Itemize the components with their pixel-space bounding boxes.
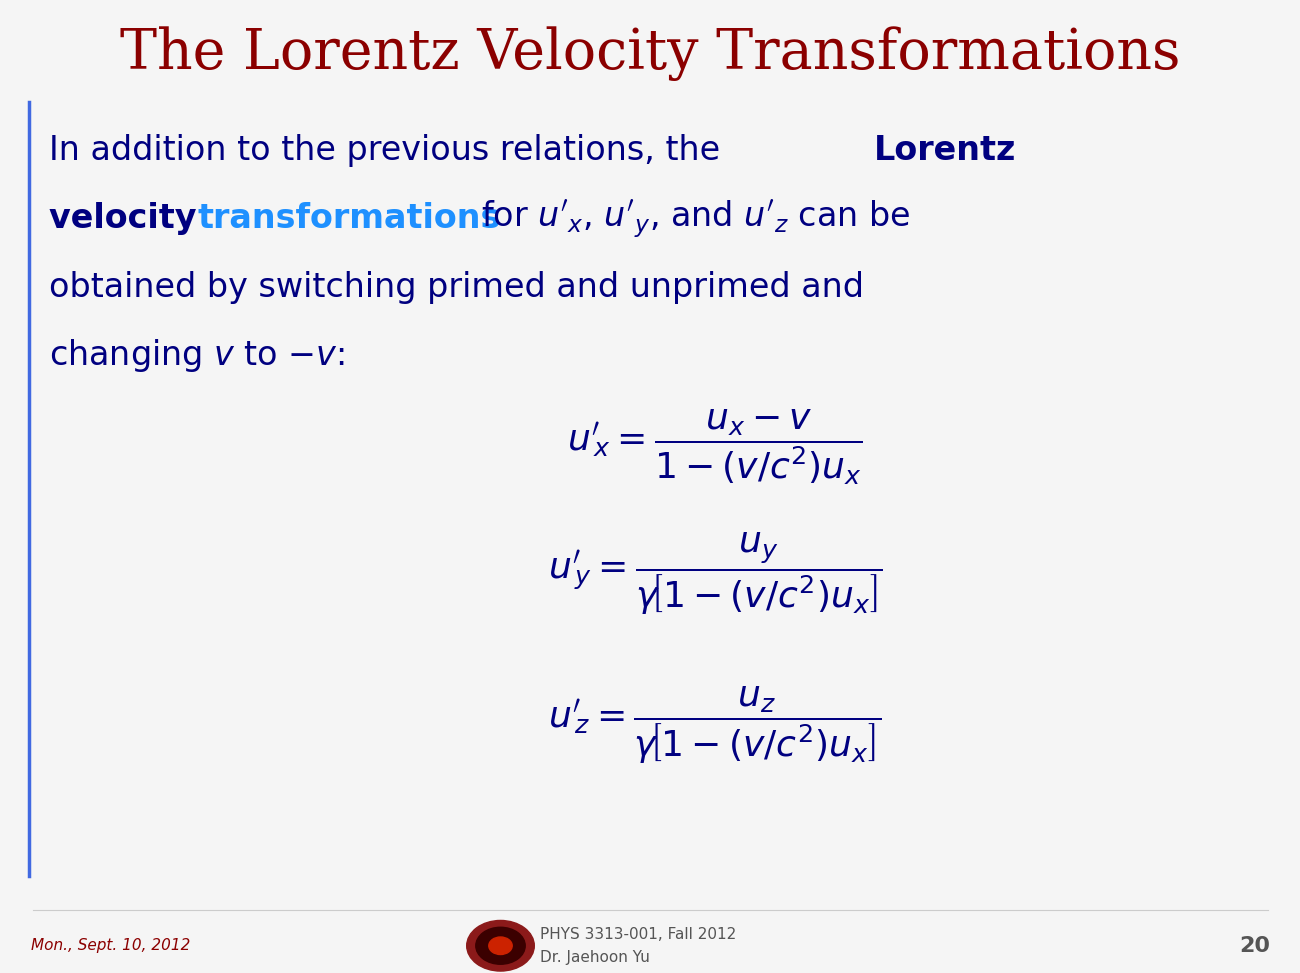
Text: $u'\!_x = \dfrac{u_x - v}{1-(v/c^2)u_x}$: $u'\!_x = \dfrac{u_x - v}{1-(v/c^2)u_x}$ xyxy=(567,408,863,487)
Text: changing $v$ to $-v$:: changing $v$ to $-v$: xyxy=(49,337,346,374)
Text: velocity: velocity xyxy=(49,202,208,235)
Text: transformations: transformations xyxy=(198,202,500,235)
Text: $u'\!_z = \dfrac{u_z}{\gamma\!\left[1-(v/c^2)u_x\right]}$: $u'\!_z = \dfrac{u_z}{\gamma\!\left[1-(v… xyxy=(549,684,881,766)
Circle shape xyxy=(489,937,512,955)
Text: Mon., Sept. 10, 2012: Mon., Sept. 10, 2012 xyxy=(31,938,190,954)
Text: Dr. Jaehoon Yu: Dr. Jaehoon Yu xyxy=(540,950,650,965)
Text: for $\mathit{u'_x}$, $\mathit{u'_y}$, and $\mathit{u'_z}$ can be: for $\mathit{u'_x}$, $\mathit{u'_y}$, an… xyxy=(481,198,910,239)
Text: obtained by switching primed and unprimed and: obtained by switching primed and unprime… xyxy=(49,270,864,304)
Circle shape xyxy=(476,927,525,964)
Text: In addition to the previous relations, the: In addition to the previous relations, t… xyxy=(49,134,731,167)
Text: PHYS 3313-001, Fall 2012: PHYS 3313-001, Fall 2012 xyxy=(540,926,736,942)
Text: $u'\!_y = \dfrac{u_y}{\gamma\!\left[1-(v/c^2)u_x\right]}$: $u'\!_y = \dfrac{u_y}{\gamma\!\left[1-(v… xyxy=(547,531,883,617)
Text: 20: 20 xyxy=(1239,936,1270,955)
Text: The Lorentz Velocity Transformations: The Lorentz Velocity Transformations xyxy=(120,26,1180,81)
Circle shape xyxy=(467,920,534,971)
Text: Lorentz: Lorentz xyxy=(874,134,1017,167)
